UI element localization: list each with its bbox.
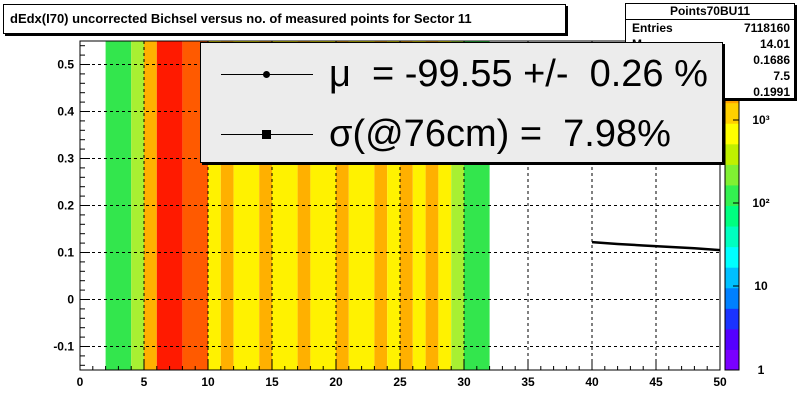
stats-value: 0.1991 xyxy=(753,85,790,99)
x-tick-label: 45 xyxy=(649,375,663,389)
z-tick-label: 10³ xyxy=(752,113,769,127)
series-lines xyxy=(591,240,721,252)
stats-value: 7118160 xyxy=(743,21,790,35)
x-tick-label: 35 xyxy=(521,375,535,389)
color-scale: 1 10 10² 10³ xyxy=(724,40,770,377)
z-tick-label: 1 xyxy=(758,363,765,377)
color-scale-segment xyxy=(725,164,739,186)
color-scale-segment xyxy=(725,349,739,371)
color-scale-segment xyxy=(725,205,739,227)
color-scale-segment xyxy=(725,143,739,165)
y-tick-label: 0.2 xyxy=(57,199,74,213)
y-tick-label: -0.1 xyxy=(53,340,74,354)
x-tick-label: 5 xyxy=(141,375,148,389)
legend-sigma-text: σ(@76cm) = 7.98% xyxy=(329,113,671,155)
color-scale-segment xyxy=(725,102,739,124)
dot-marker-icon xyxy=(263,71,270,78)
x-axis: 0 5 10 15 20 25 30 35 40 45 50 xyxy=(77,362,727,389)
stats-title: Points70BU11 xyxy=(626,4,794,20)
color-scale-segment xyxy=(725,184,739,206)
legend: μ = -99.55 +/- 0.26 % σ(@76cm) = 7.98% xyxy=(200,42,723,163)
heatmap-column xyxy=(131,41,144,370)
heatmap-column xyxy=(144,41,157,370)
x-tick-label: 30 xyxy=(457,375,471,389)
y-tick-label: 0.4 xyxy=(57,105,74,119)
stats-row: Entries 7118160 xyxy=(626,20,794,36)
stats-value: 0.1686 xyxy=(753,53,790,67)
legend-line-symbol xyxy=(221,130,313,139)
color-scale-segment xyxy=(725,328,739,350)
color-scale-segment xyxy=(725,308,739,330)
stats-row: 0.1991 xyxy=(626,84,794,100)
x-tick-label: 20 xyxy=(329,375,343,389)
y-tick-label: 0.5 xyxy=(57,58,74,72)
color-scale-segment xyxy=(725,287,739,309)
x-tick-label: 50 xyxy=(713,375,727,389)
color-scale-segment xyxy=(725,267,739,289)
series-line xyxy=(591,240,721,252)
color-scale-segment xyxy=(725,246,739,268)
color-scale-segment xyxy=(725,226,739,248)
x-tick-label: 10 xyxy=(201,375,215,389)
legend-entry-mu: μ = -99.55 +/- 0.26 % xyxy=(201,45,722,105)
z-tick-label: 10² xyxy=(752,196,769,210)
x-tick-label: 0 xyxy=(77,375,84,389)
y-axis: -0.1 0 0.1 0.2 0.3 0.4 0.5 xyxy=(53,45,90,366)
stats-value: 7.5 xyxy=(773,69,790,83)
stats-label: Entries xyxy=(632,21,673,35)
z-tick-label: 10 xyxy=(754,279,768,293)
color-scale-segment xyxy=(725,123,739,145)
stats-row: 0.1686 xyxy=(626,52,794,68)
x-tick-label: 25 xyxy=(393,375,407,389)
y-tick-label: 0.3 xyxy=(57,152,74,166)
x-tick-label: 15 xyxy=(265,375,279,389)
legend-mu-text: μ = -99.55 +/- 0.26 % xyxy=(329,53,708,95)
x-tick-label: 40 xyxy=(585,375,599,389)
stats-row: 7.5 xyxy=(626,68,794,84)
chart-title: dEdx(I70) uncorrected Bichsel versus no.… xyxy=(3,4,566,34)
y-tick-label: 0.1 xyxy=(57,246,74,260)
stats-value: 14.01 xyxy=(759,37,790,51)
y-tick-label: 0 xyxy=(67,293,74,307)
square-marker-icon xyxy=(262,130,271,139)
legend-entry-sigma: σ(@76cm) = 7.98% xyxy=(201,105,722,165)
legend-line-symbol xyxy=(221,71,313,78)
